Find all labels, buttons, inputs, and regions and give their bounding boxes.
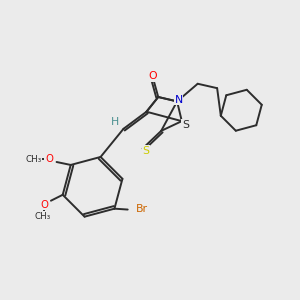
Text: CH₃: CH₃ <box>26 155 42 164</box>
Text: O: O <box>40 200 48 210</box>
Text: N: N <box>174 95 183 105</box>
Text: O: O <box>45 154 53 164</box>
Text: S: S <box>182 120 189 130</box>
Text: Br: Br <box>136 204 148 214</box>
Text: H: H <box>111 117 119 127</box>
Text: O: O <box>148 71 157 81</box>
Text: CH₃: CH₃ <box>34 212 51 220</box>
Text: S: S <box>142 146 149 156</box>
